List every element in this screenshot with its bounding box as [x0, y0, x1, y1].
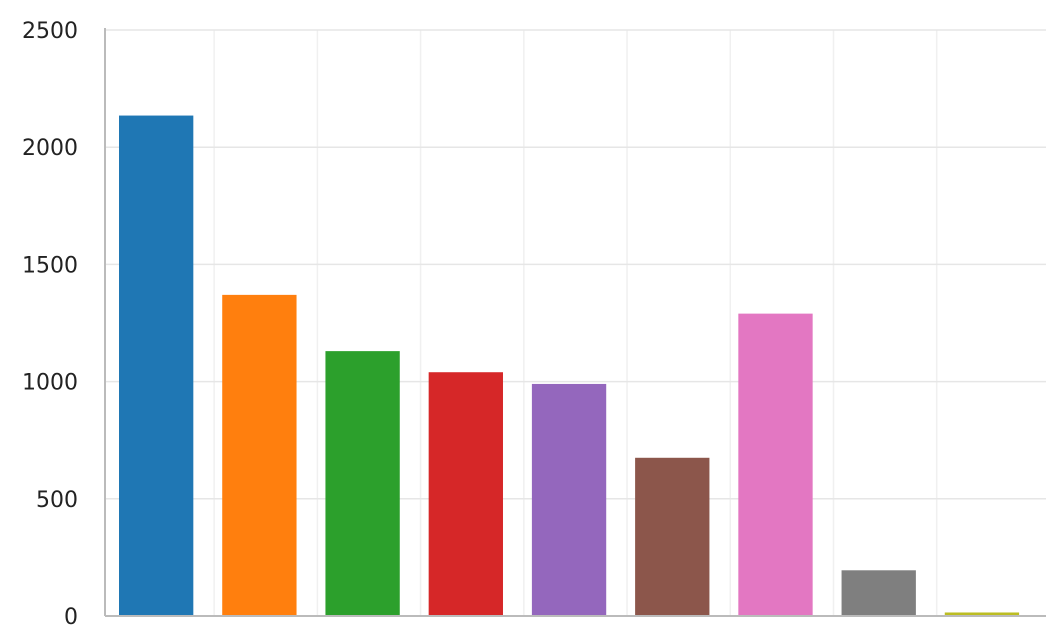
y-tick-label: 0: [64, 605, 78, 628]
bar-9: [944, 612, 1020, 616]
bar-1: [119, 115, 194, 616]
bar-2: [222, 294, 297, 616]
bars: [119, 115, 1020, 616]
bar-3: [325, 351, 400, 616]
y-tick-label: 2000: [22, 136, 78, 161]
y-axis-ticks: 0 500 1000 1500 2000 2500: [22, 19, 78, 628]
y-tick-label: 500: [36, 488, 78, 513]
y-tick-label: 1000: [22, 371, 78, 396]
bar-4: [428, 372, 503, 616]
bar-6: [635, 457, 710, 616]
y-tick-label: 2500: [22, 19, 78, 44]
bar-8: [841, 570, 916, 616]
y-tick-label: 1500: [22, 253, 78, 278]
bar-5: [531, 383, 607, 616]
bar-7: [738, 313, 813, 616]
